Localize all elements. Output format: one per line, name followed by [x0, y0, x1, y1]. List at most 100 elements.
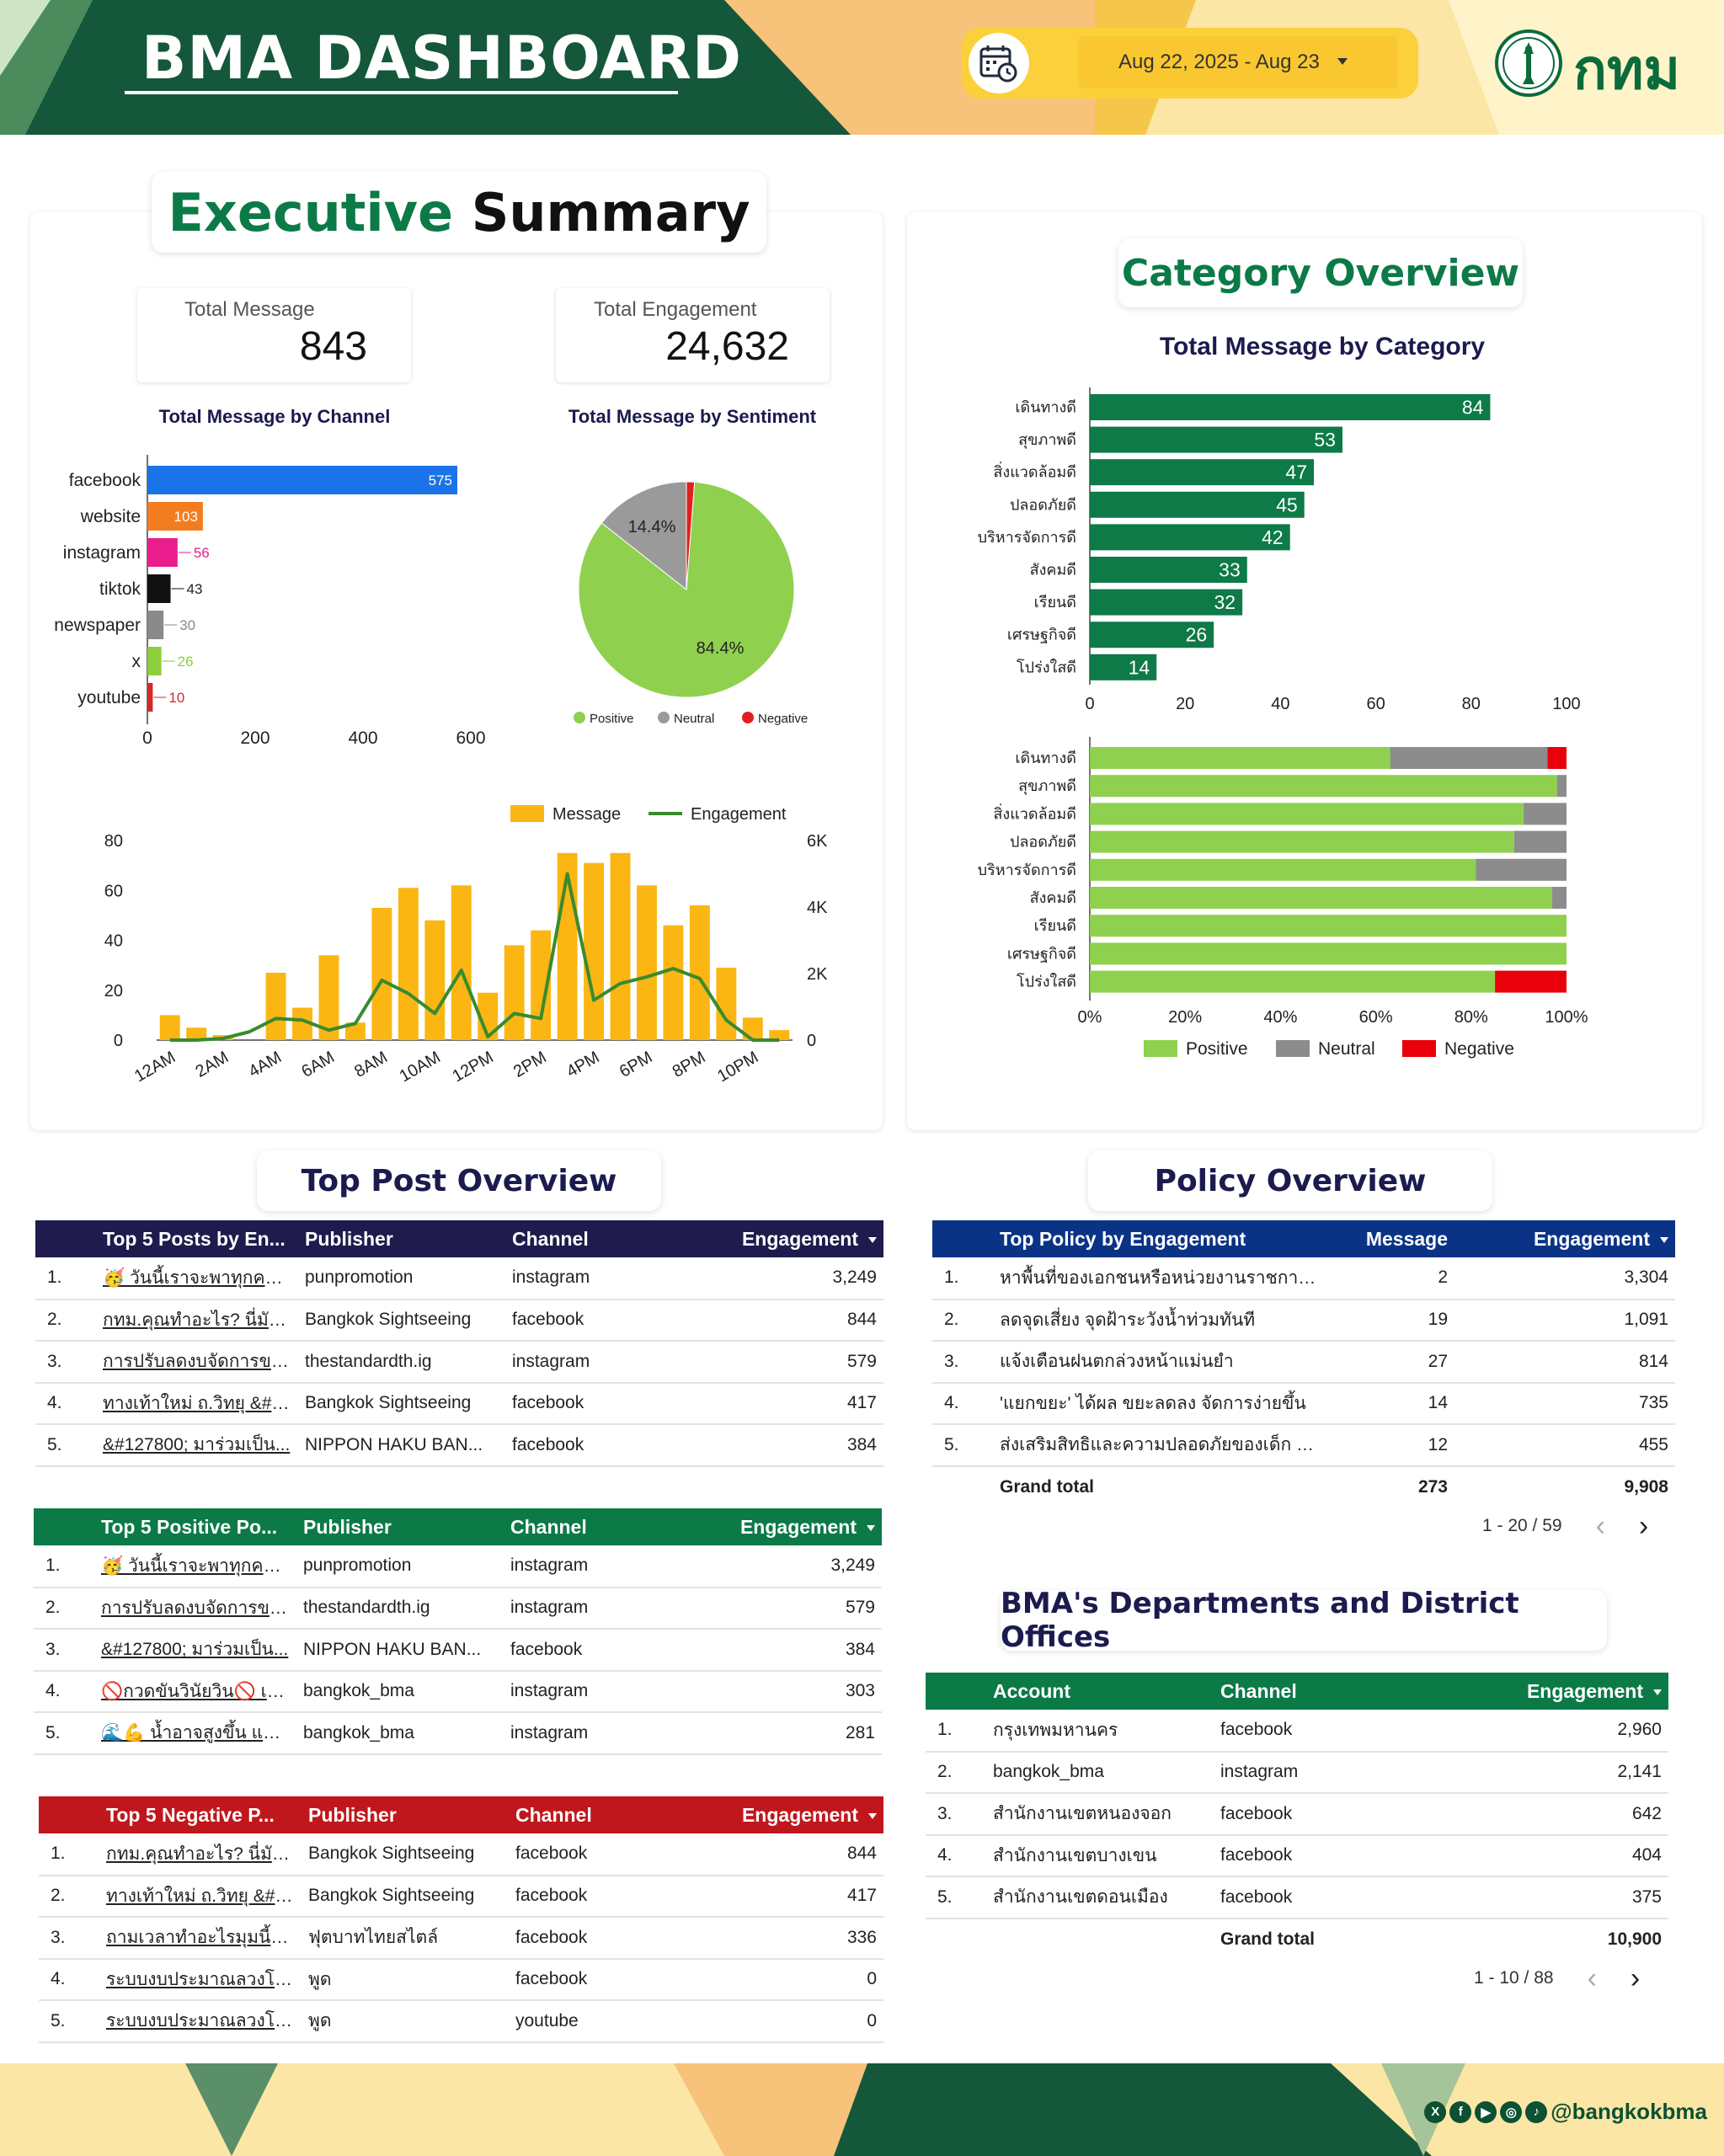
channel-bar	[147, 466, 457, 494]
column-header[interactable]: Engagement	[1433, 1673, 1668, 1710]
row-index: 2.	[39, 1875, 99, 1918]
column-header[interactable]: Top 5 Negative P...	[106, 1803, 275, 1826]
table-cell: Bangkok Sightseeing	[298, 1382, 505, 1425]
column-header[interactable]: Top Policy by Engagement	[1000, 1227, 1246, 1250]
table-cell[interactable]: 🥳 วันนี้เราจะพาทุกคนมา...	[96, 1257, 298, 1300]
column-header[interactable]: Engagement	[728, 1796, 883, 1833]
column-header[interactable]: Engagement	[724, 1220, 883, 1257]
column-header[interactable]: Publisher	[305, 1227, 393, 1250]
column-header[interactable]: Channel	[515, 1803, 592, 1826]
table-cell[interactable]: ระบบงบประมาณลวงโลกข...	[99, 2000, 302, 2043]
category-bar-chart: เดินทางดี 84 สุขภาพดี 53 สิ่งแวดล้อมดี 47 ปลอด…	[978, 387, 1581, 713]
table-row[interactable]: 5. สำนักงานเขตดอนเมือง facebook 375	[926, 1876, 1668, 1919]
x-icon[interactable]: X	[1424, 2100, 1447, 2123]
facebook-icon[interactable]: f	[1449, 2100, 1472, 2123]
table-row[interactable]: 5. ส่งเสริมสิทธิและความปลอดภัยของเด็ก ก..…	[932, 1424, 1675, 1467]
channel-chart-title: Total Message by Channel	[158, 406, 391, 427]
sort-desc-icon[interactable]	[867, 1524, 875, 1531]
table-row[interactable]: 1. กทม.คุณทำอะไร? นี่มันแบ... Bangkok Sigh…	[39, 1833, 883, 1876]
table-row[interactable]: 4. ทางเท้าใหม่ ถ.วิทยุ &#12... Bangkok Sig…	[35, 1382, 883, 1425]
next-page-icon[interactable]: ›	[1630, 1962, 1641, 1994]
table-cell: หาพื้นที่ของเอกชนหรือหน่วยงานราชการ...	[993, 1257, 1328, 1300]
table-row[interactable]: 5. ระบบงบประมาณลวงโลกข... พูด youtube 0	[39, 2000, 883, 2043]
table-cell[interactable]: &#127800; มาร่วมเป็น...	[94, 1629, 296, 1672]
table-row[interactable]: 4. 'แยกขยะ' ได้ผล ขยะลดลง จัดการง่ายขึ้น 1…	[932, 1382, 1675, 1425]
table-row[interactable]: 2. กทม.คุณทำอะไร? นี่มันแบ... Bangkok Sigh…	[35, 1299, 883, 1342]
category-sentiment-segment-positive	[1090, 915, 1567, 937]
table-row[interactable]: 5. 🌊💪 น้ำอาจสูงขึ้น แต่หั... bangkok_bma in…	[34, 1712, 882, 1755]
category-label: ปลอดภัยดี	[1010, 496, 1076, 513]
tiktok-icon[interactable]: ♪	[1525, 2100, 1548, 2123]
sort-desc-icon[interactable]	[1660, 1236, 1668, 1243]
column-header[interactable]: Top 5 Positive Po...	[101, 1515, 278, 1538]
table-cell[interactable]: 🚫กวดขันวินัยวิน🚫 เหตุ...	[94, 1670, 296, 1713]
date-range-selector[interactable]: Aug 22, 2025 - Aug 23	[1078, 36, 1398, 88]
table-cell[interactable]: การปรับลดงบจัดการขยะข...	[96, 1341, 298, 1384]
column-header[interactable]: Engagement	[1454, 1220, 1675, 1257]
hourly-legend-label: Engagement	[691, 805, 787, 824]
previous-page-icon[interactable]: ‹	[1587, 1962, 1597, 1994]
channel-x-tick-label: 400	[348, 728, 377, 748]
youtube-icon[interactable]: ▶	[1475, 2100, 1497, 2123]
table-cell: 3,249	[724, 1257, 883, 1300]
table-row[interactable]: 3. แจ้งเตือนฝนตกล่วงหน้าแม่นยำ 27 814	[932, 1341, 1675, 1384]
table-cell[interactable]: 🌊💪 น้ำอาจสูงขึ้น แต่หั...	[94, 1712, 296, 1755]
sort-desc-icon[interactable]	[868, 1236, 877, 1243]
table-cell[interactable]: ทางเท้าใหม่ ถ.วิทยุ &#12...	[96, 1382, 298, 1425]
column-header[interactable]: Account	[993, 1679, 1070, 1702]
table-cell: ส่งเสริมสิทธิและความปลอดภัยของเด็ก ก...	[993, 1424, 1328, 1467]
sort-desc-icon[interactable]	[868, 1812, 877, 1819]
row-index: 1.	[932, 1257, 993, 1300]
table-row[interactable]: 5. &#127800; มาร่วมเป็น... NIPPON HAKU BAN…	[35, 1424, 883, 1467]
table-row[interactable]: 3. &#127800; มาร่วมเป็น... NIPPON HAKU BAN…	[34, 1629, 882, 1672]
index-header	[932, 1220, 993, 1257]
column-header[interactable]: Channel	[512, 1227, 589, 1250]
sort-desc-icon[interactable]	[1653, 1689, 1662, 1695]
column-header[interactable]: Publisher	[308, 1803, 397, 1826]
table-row[interactable]: 1. 🥳 วันนี้เราจะพาทุกคนมา... punpromotion i…	[35, 1257, 883, 1300]
column-header[interactable]: Channel	[510, 1515, 587, 1538]
table-cell[interactable]: 🥳 วันนี้เราจะพาทุกคนมา...	[94, 1545, 296, 1588]
table-row[interactable]: 1. กรุงเทพมหานคร facebook 2,960	[926, 1710, 1668, 1753]
hourly-y2-tick-label: 0	[807, 1032, 816, 1050]
table-row[interactable]: 2. ทางเท้าใหม่ ถ.วิทยุ &#12... Bangkok Sig…	[39, 1875, 883, 1918]
table-row[interactable]: 2. ลดจุดเสี่ยง จุดฝ้าระวังน้ำท่วมทันที 19 1…	[932, 1299, 1675, 1342]
table-row[interactable]: 1. หาพื้นที่ของเอกชนหรือหน่วยงานราชการ...…	[932, 1257, 1675, 1300]
category-sentiment-segment-positive	[1090, 887, 1553, 909]
table-row[interactable]: 1. 🥳 วันนี้เราจะพาทุกคนมา... punpromotion i…	[34, 1545, 882, 1588]
table-cell[interactable]: ถามเวลาทำอะไรมุมนี้ไม่ได้...	[99, 1917, 302, 1960]
table-row[interactable]: 4. สำนักงานเขตบางเขน facebook 404	[926, 1834, 1668, 1877]
column-header[interactable]: Engagement	[723, 1508, 882, 1545]
table-cell[interactable]: การปรับลดงบจัดการขยะข...	[94, 1587, 296, 1630]
column-header[interactable]: Top 5 Posts by En...	[103, 1227, 286, 1250]
table-row[interactable]: 3. สำนักงานเขตหนองจอก facebook 642	[926, 1793, 1668, 1836]
column-header[interactable]: Channel	[1220, 1679, 1297, 1702]
calendar-icon[interactable]	[969, 33, 1029, 93]
column-header[interactable]: Message	[1365, 1227, 1448, 1250]
table-cell[interactable]: กทม.คุณทำอะไร? นี่มันแบ...	[99, 1833, 302, 1876]
table-cell: 3,249	[723, 1545, 882, 1588]
sentiment-chart-title: Total Message by Sentiment	[568, 406, 817, 427]
category-sentiment-segment-positive	[1090, 747, 1390, 769]
table-row[interactable]: 3. การปรับลดงบจัดการขยะข... thestandardth.…	[35, 1341, 883, 1384]
table-row[interactable]: 2. การปรับลดงบจัดการขยะข... thestandardth.…	[34, 1587, 882, 1630]
table-cell[interactable]: &#127800; มาร่วมเป็น...	[96, 1424, 298, 1467]
category-value-label: 47	[1285, 462, 1307, 483]
grand-total-message: 273	[1417, 1476, 1448, 1497]
table-cell[interactable]: ระบบงบประมาณลวงโลกข...	[99, 1958, 302, 2001]
chevron-down-icon[interactable]	[1337, 58, 1348, 65]
column-header[interactable]: Publisher	[303, 1515, 392, 1538]
table-row[interactable]: 3.ถามเวลาทำอะไรมุมนี้ไม่ได้...ฟุตบาทไทยส…	[39, 1917, 883, 1960]
table-cell[interactable]: ทางเท้าใหม่ ถ.วิทยุ &#12...	[99, 1875, 302, 1918]
table-row[interactable]: 4. ระบบงบประมาณลวงโลกข... พูด facebook 0	[39, 1958, 883, 2001]
table-cell: 844	[728, 1833, 883, 1876]
sentiment-slice-neutral	[600, 481, 687, 591]
table-row[interactable]: 4. 🚫กวดขันวินัยวิน🚫 เหตุ... bangkok_bma ins…	[34, 1670, 882, 1713]
table-cell[interactable]: กทม.คุณทำอะไร? นี่มันแบ...	[96, 1299, 298, 1342]
category-label: สิ่งแวดล้อมดี	[993, 462, 1076, 481]
table-row[interactable]: 2. bangkok_bma instagram 2,141	[926, 1751, 1668, 1794]
instagram-icon[interactable]: ◎	[1500, 2100, 1523, 2123]
next-page-icon[interactable]: ›	[1638, 1510, 1649, 1542]
previous-page-icon[interactable]: ‹	[1595, 1510, 1605, 1542]
table-cell: 455	[1454, 1424, 1675, 1467]
